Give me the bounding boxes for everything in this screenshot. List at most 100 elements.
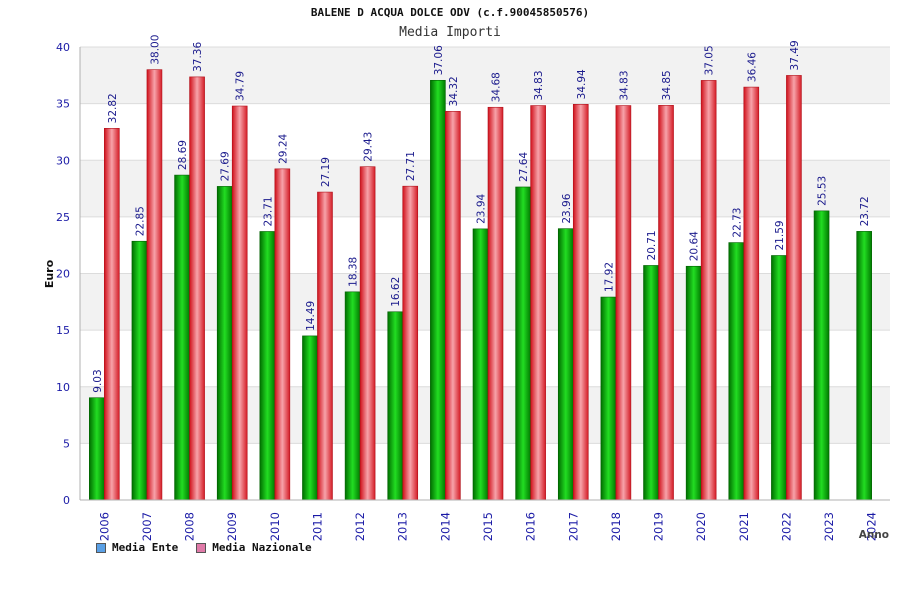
bar-media-nazionale — [743, 86, 760, 501]
data-label: 17.92 — [603, 262, 615, 292]
bar-media-ente — [856, 231, 872, 501]
data-label: 23.94 — [476, 194, 488, 224]
chart-subtitle: Media Importi — [399, 25, 501, 40]
x-tick-label: 2017 — [566, 512, 580, 541]
chart-title: BALENE D ACQUA DOLCE ODV (c.f.9004585057… — [310, 6, 590, 19]
x-tick-label: 2024 — [865, 512, 879, 541]
bar-media-ente — [387, 311, 404, 501]
data-label: 23.71 — [262, 196, 274, 226]
bar-media-ente — [813, 210, 830, 501]
x-tick-label: 2019 — [652, 512, 666, 541]
bar-media-ente — [430, 79, 446, 501]
bar-media-nazionale — [402, 185, 419, 501]
bar-media-ente — [557, 228, 574, 501]
data-label: 34.83 — [533, 70, 545, 100]
y-tick-label: 35 — [56, 98, 70, 111]
bar-media-ente — [89, 397, 105, 501]
data-label: 27.19 — [320, 157, 332, 187]
data-label: 20.64 — [689, 231, 701, 261]
x-tick-label: 2020 — [694, 512, 708, 541]
data-label: 34.68 — [491, 72, 503, 102]
bar-media-nazionale — [786, 75, 802, 501]
bar-media-ente — [344, 291, 361, 501]
data-label: 37.36 — [192, 42, 204, 72]
data-label: 20.71 — [646, 230, 658, 260]
data-label: 22.85 — [134, 206, 146, 236]
bar-media-nazionale — [359, 166, 376, 501]
x-tick-label: 2009 — [225, 512, 239, 541]
x-tick-label: 2023 — [822, 512, 836, 541]
x-tick-label: 2012 — [353, 512, 367, 541]
bar-media-ente — [685, 265, 702, 501]
data-label: 16.62 — [390, 277, 402, 307]
legend-label: Media Nazionale — [212, 541, 312, 554]
bar-media-nazionale — [274, 168, 291, 501]
data-label: 27.69 — [220, 151, 232, 181]
bar-media-nazionale — [487, 106, 504, 501]
data-label: 32.82 — [107, 93, 119, 123]
legend-label: Media Ente — [112, 541, 179, 554]
data-label: 37.49 — [789, 40, 801, 70]
bar-media-ente — [643, 265, 659, 501]
bar-media-nazionale — [445, 111, 461, 501]
data-label: 28.69 — [177, 140, 189, 170]
x-tick-label: 2013 — [396, 512, 410, 541]
y-axis-title: Euro — [43, 259, 56, 288]
bar-media-nazionale — [317, 191, 333, 501]
data-label: 34.85 — [661, 70, 673, 100]
bar-media-ente — [302, 335, 318, 501]
legend-swatch — [196, 542, 207, 553]
y-tick-label: 5 — [63, 437, 70, 450]
bar-media-ente — [174, 174, 190, 501]
legend-item-media-ente: Media Ente — [96, 541, 178, 554]
y-tick-label: 10 — [56, 381, 70, 394]
data-label: 34.94 — [576, 69, 588, 99]
data-label: 37.06 — [433, 45, 445, 75]
x-tick-label: 2010 — [268, 512, 282, 541]
data-label: 36.46 — [746, 52, 758, 82]
bar-media-nazionale — [530, 105, 546, 501]
bar-media-nazionale — [700, 80, 717, 501]
y-tick-label: 20 — [56, 268, 70, 281]
x-tick-label: 2008 — [183, 512, 197, 541]
data-label: 34.83 — [618, 70, 630, 100]
x-axis-title: Anno — [859, 529, 889, 541]
y-tick-label: 30 — [56, 154, 70, 167]
bar-media-nazionale — [146, 69, 163, 501]
x-tick-label: 2007 — [140, 512, 154, 541]
data-label: 27.71 — [405, 151, 417, 181]
data-label: 34.79 — [235, 71, 247, 101]
data-label: 18.38 — [348, 257, 360, 287]
data-label: 29.24 — [277, 133, 289, 163]
data-label: 37.05 — [704, 45, 716, 75]
bar-media-nazionale — [658, 105, 674, 501]
x-tick-label: 2006 — [97, 512, 111, 541]
y-tick-label: 40 — [56, 41, 70, 54]
data-label: 23.96 — [561, 193, 573, 223]
y-tick-label: 25 — [56, 211, 70, 224]
bar-media-ente — [472, 228, 489, 501]
data-label: 14.49 — [305, 301, 317, 331]
y-tick-label: 15 — [56, 324, 70, 337]
data-label: 23.72 — [859, 196, 871, 226]
data-label: 22.73 — [731, 208, 743, 238]
bar-media-ente — [216, 186, 233, 501]
bar-media-ente — [131, 240, 148, 501]
bar-media-ente — [728, 242, 745, 501]
x-tick-label: 2014 — [438, 512, 452, 541]
bar-media-ente — [771, 255, 787, 501]
bar-media-nazionale — [189, 76, 205, 501]
bar-media-nazionale — [231, 105, 248, 501]
bar-media-nazionale — [572, 104, 589, 501]
data-label: 38.00 — [149, 35, 161, 65]
bar-media-ente — [259, 231, 276, 501]
y-tick-label: 0 — [63, 494, 70, 507]
x-tick-label: 2011 — [310, 512, 324, 541]
data-label: 21.59 — [774, 220, 786, 250]
x-tick-label: 2018 — [609, 512, 623, 541]
x-tick-label: 2022 — [779, 512, 793, 541]
x-tick-label: 2015 — [481, 512, 495, 541]
x-tick-label: 2021 — [737, 512, 751, 541]
chart-legend: Media Ente Media Nazionale — [96, 541, 312, 554]
